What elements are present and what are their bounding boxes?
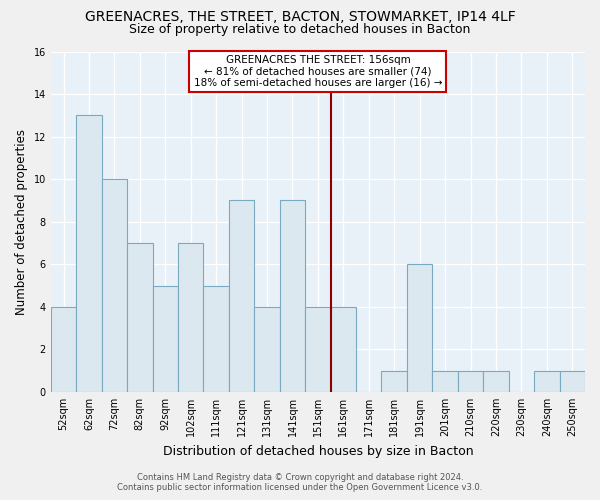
Bar: [407, 264, 433, 392]
Bar: [152, 286, 178, 392]
Bar: [483, 370, 509, 392]
Bar: [560, 370, 585, 392]
Bar: [178, 243, 203, 392]
Text: GREENACRES THE STREET: 156sqm
← 81% of detached houses are smaller (74)
18% of s: GREENACRES THE STREET: 156sqm ← 81% of d…: [194, 55, 442, 88]
Bar: [534, 370, 560, 392]
Bar: [331, 307, 356, 392]
Bar: [305, 307, 331, 392]
Text: GREENACRES, THE STREET, BACTON, STOWMARKET, IP14 4LF: GREENACRES, THE STREET, BACTON, STOWMARK…: [85, 10, 515, 24]
Bar: [76, 116, 101, 392]
Bar: [280, 200, 305, 392]
Bar: [101, 179, 127, 392]
Bar: [203, 286, 229, 392]
Bar: [458, 370, 483, 392]
Text: Contains HM Land Registry data © Crown copyright and database right 2024.
Contai: Contains HM Land Registry data © Crown c…: [118, 473, 482, 492]
Bar: [382, 370, 407, 392]
Y-axis label: Number of detached properties: Number of detached properties: [15, 128, 28, 314]
Bar: [127, 243, 152, 392]
X-axis label: Distribution of detached houses by size in Bacton: Distribution of detached houses by size …: [163, 444, 473, 458]
Text: Size of property relative to detached houses in Bacton: Size of property relative to detached ho…: [130, 22, 470, 36]
Bar: [254, 307, 280, 392]
Bar: [433, 370, 458, 392]
Bar: [229, 200, 254, 392]
Bar: [51, 307, 76, 392]
